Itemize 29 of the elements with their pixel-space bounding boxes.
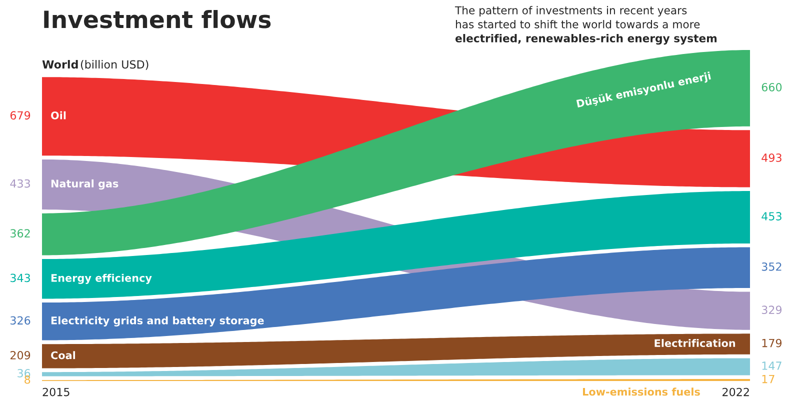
text: The pattern of investments in recent years has started to shift the world towards a more electrified, renewables-rich energy system: [454, 6, 717, 45]
data-label: 326: [10, 316, 30, 325]
text: Natural gas: [51, 179, 118, 190]
text: Low-emissions fuels: [583, 388, 700, 396]
text: Electricity grids and battery storage: [51, 316, 264, 326]
data-label: 147: [762, 362, 782, 370]
data-label: 209: [10, 351, 30, 360]
text: Oil: [51, 111, 66, 120]
text: World: [42, 60, 78, 69]
data-label: 36: [18, 368, 30, 378]
data-label: 453: [762, 212, 782, 220]
data-label: 362: [10, 229, 30, 238]
data-label: 17: [762, 374, 774, 384]
data-label: 329: [762, 306, 782, 314]
text: Investment flows: [44, 10, 271, 28]
data-label: 493: [762, 154, 782, 162]
text: Coal: [51, 351, 76, 360]
data-label: 679: [10, 111, 30, 120]
data-label: 433: [10, 179, 30, 188]
category-label: 2022: [722, 388, 749, 396]
data-label: 352: [762, 262, 782, 271]
text: Electrification: [654, 338, 736, 348]
text: Energy efficiency: [51, 274, 152, 284]
text: (billion USD): [80, 60, 148, 70]
data-label: 179: [762, 338, 782, 348]
data-label: 660: [762, 83, 782, 92]
data-label: 343: [10, 274, 30, 282]
category-label: 2015: [42, 388, 70, 396]
data-label: 8: [24, 375, 30, 384]
